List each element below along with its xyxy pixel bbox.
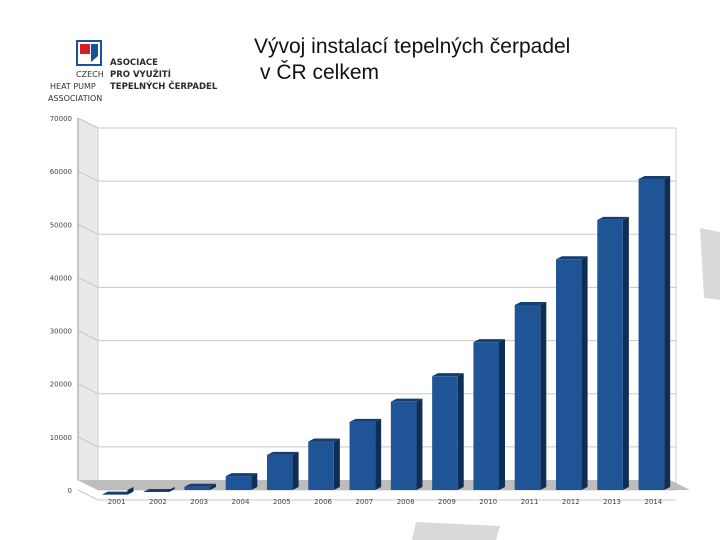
bar-top [308,438,340,442]
bar-top [349,418,382,422]
x-tick-label: 2003 [190,498,208,506]
back-wall [97,127,677,491]
bar-side [540,301,547,490]
gridline [77,223,676,235]
y-tick-label: 10000 [50,434,72,442]
bar-side [499,339,506,490]
x-tick-label: 2008 [397,498,415,506]
bar-side [127,487,134,495]
bar [514,304,541,490]
y-tick-label: 70000 [50,115,72,123]
gridline [77,489,676,501]
bar-side [292,451,299,490]
y-tick-label: 50000 [50,221,72,229]
y-tick-label: 60000 [50,168,72,176]
bar-side [457,373,464,490]
x-tick-label: 2002 [149,498,167,506]
x-tick-label: 2005 [273,498,291,506]
x-tick-label: 2011 [521,498,539,506]
bar [349,421,376,490]
bar-side [168,487,175,493]
x-tick-label: 2010 [479,498,497,506]
bar-side [210,483,217,490]
gridline [77,276,676,288]
bar-top [266,451,299,455]
bar-top [638,176,671,180]
bar [184,486,211,490]
bar-side [664,176,671,490]
bar-top [101,491,134,495]
logo-line-2-left: CZECH [76,70,104,79]
bar-top [432,373,464,377]
x-tick-label: 2006 [314,498,332,506]
bar-top [184,483,217,487]
bar [638,179,665,490]
bar-top [390,398,423,402]
bar-side [622,216,629,491]
logo-line-3-right: TEPELNÝCH ČERPADEL [110,82,218,92]
logo-line-4-left: ASSOCIATION [48,94,103,103]
bar-top [473,339,506,343]
x-tick-label: 2004 [232,498,250,506]
bar [555,259,582,490]
bar-side [375,418,382,490]
association-logo: ASOCIACE CZECH PRO VYUŽITÍ HEAT PUMP TEP… [44,38,224,108]
x-tick-label: 2007 [355,498,373,506]
logo-red-square [80,44,90,54]
y-tick-label: 30000 [50,328,72,336]
bar-side [581,256,588,490]
y-tick-label: 0 [68,487,72,495]
bar [266,454,293,490]
bar-side [333,438,340,490]
x-tick-label: 2013 [603,498,621,506]
x-tick-label: 2001 [108,498,126,506]
bar [390,401,417,490]
logo-line-3-left: HEAT PUMP [50,82,96,91]
x-tick-label: 2014 [644,498,662,506]
bar-top [225,473,258,477]
bar-top [597,216,629,220]
bar [225,476,252,490]
bar-side [416,398,423,490]
bar-top [555,256,588,260]
bar-side [251,473,258,490]
gridline [77,170,676,182]
bar-top [143,489,175,493]
page-title: Vývoj instalací tepelných čerpadel v ČR … [254,34,694,86]
title-line-1: Vývoj instalací tepelných čerpadel [254,35,571,58]
y-tick-label: 40000 [50,274,72,282]
left-wall [77,117,99,491]
x-tick-label: 2012 [562,498,580,506]
logo-mark-icon [76,40,102,66]
x-tick-label: 2009 [438,498,456,506]
title-line-2: v ČR celkem [260,61,380,84]
gridline [77,117,676,129]
bar [308,441,334,490]
bar [473,342,500,490]
logo-line-1: ASOCIACE [110,58,158,68]
logo-line-2-right: PRO VYUŽITÍ [110,70,171,80]
bar-top [514,301,547,305]
bar [597,219,623,491]
bar [432,376,458,490]
y-tick-label: 20000 [50,381,72,389]
